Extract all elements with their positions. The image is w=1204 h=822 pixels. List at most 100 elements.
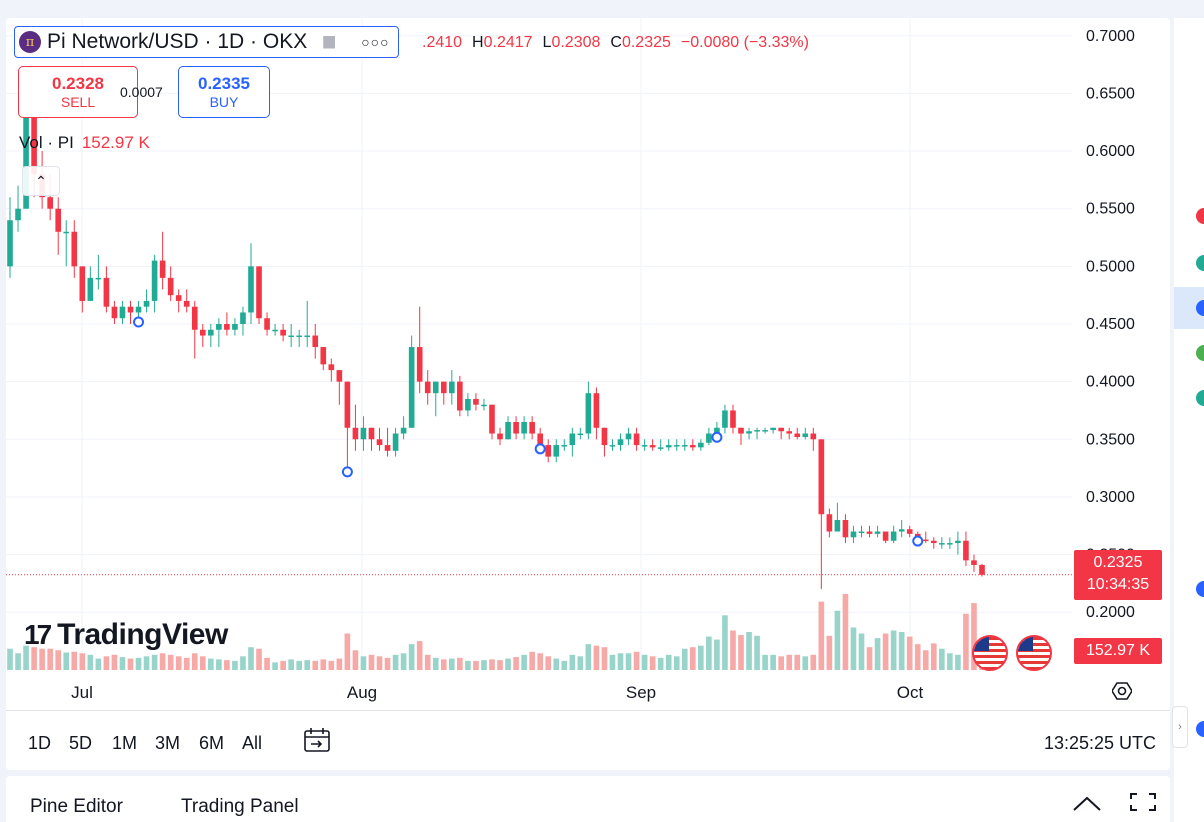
utc-clock[interactable]: 13:25:25 UTC xyxy=(1043,733,1156,753)
volume-bar xyxy=(561,660,568,670)
chart-canvas[interactable]: 0.7000 0.6500 0.6000 0.5500 0.5000 0.4500 0.40… xyxy=(6,18,1170,710)
volume-bar xyxy=(432,657,439,670)
candle-body xyxy=(922,539,929,542)
news-item-icon[interactable] xyxy=(1196,721,1204,737)
date-range-icon[interactable] xyxy=(304,727,330,753)
ohlc-values: .2410 H0.2417 L0.2308 C0.2325 −0.0080 (−… xyxy=(422,34,809,52)
volume-bar xyxy=(698,645,704,670)
volume-bar xyxy=(738,635,744,670)
range-5d-button[interactable]: 5D xyxy=(69,733,93,753)
candle-body xyxy=(127,306,134,313)
tradingview-logo[interactable]: 17 TradingView xyxy=(24,618,228,652)
volume-bar xyxy=(481,660,487,670)
candle-body xyxy=(240,312,246,324)
range-3m-button[interactable]: 3M xyxy=(155,733,181,753)
candle-body xyxy=(55,208,62,232)
maximize-icon[interactable] xyxy=(1128,790,1158,814)
sidebar-expand-handle[interactable]: › xyxy=(1172,706,1188,748)
volume-bar xyxy=(320,659,327,670)
candle-body xyxy=(191,306,198,330)
volume-bar xyxy=(882,633,889,670)
tab-pine-editor[interactable]: Pine Editor xyxy=(30,796,123,817)
us-flag-event-icon[interactable] xyxy=(1016,635,1052,671)
flag-icon[interactable] xyxy=(323,35,344,49)
candle-body xyxy=(714,427,720,434)
volume-bar xyxy=(191,653,198,670)
volume-bar xyxy=(545,656,552,670)
range-6m-button[interactable]: 6M xyxy=(199,733,225,753)
volume-value: 152.97 K xyxy=(81,133,150,152)
volume-bar xyxy=(746,632,752,670)
volume-tag: 152.97 K xyxy=(1074,638,1162,664)
y-tick-label: 0.6000 xyxy=(1086,143,1135,160)
candle-body xyxy=(754,430,760,432)
collapse-legend-button[interactable]: ⌃ xyxy=(22,166,60,196)
candle-body xyxy=(979,564,985,575)
candle-body xyxy=(657,447,664,449)
volume-bar xyxy=(240,656,246,670)
watchlist-item-icon[interactable] xyxy=(1196,345,1204,361)
buy-button[interactable]: 0.2335 BUY xyxy=(178,66,270,118)
candle-body xyxy=(199,329,206,336)
chart-settings-icon[interactable] xyxy=(1112,681,1132,701)
event-marker-icon xyxy=(534,443,546,455)
event-marker-icon xyxy=(341,466,353,478)
candle-body xyxy=(577,433,584,436)
ohlc-high: H0.2417 xyxy=(472,34,533,51)
candle-body xyxy=(296,335,303,338)
news-item-icon[interactable] xyxy=(1196,581,1204,597)
candle-body xyxy=(746,431,752,434)
us-flag-event-icon[interactable] xyxy=(972,635,1008,671)
volume-bar xyxy=(151,654,158,670)
volume-legend[interactable]: Vol · PI 152.97 K xyxy=(19,133,150,153)
more-options-icon[interactable]: ○○○ xyxy=(361,34,390,50)
candle-body xyxy=(722,410,728,428)
range-1d-button[interactable]: 1D xyxy=(28,733,52,753)
range-1m-button[interactable]: 1M xyxy=(112,733,138,753)
candle-body xyxy=(304,335,311,338)
candle-body xyxy=(866,531,873,534)
chart-panel[interactable]: 0.7000 0.6500 0.6000 0.5500 0.5000 0.4500 0.40… xyxy=(6,18,1170,770)
candle-body xyxy=(617,439,624,446)
candle-body xyxy=(955,540,961,544)
candle-body xyxy=(826,514,833,532)
symbol-title: Pi Network/USD · 1D · OKX xyxy=(47,30,308,53)
volume-bar xyxy=(400,653,407,670)
volume-bar xyxy=(609,654,616,670)
volume-bar xyxy=(465,660,471,670)
range-all-button[interactable]: All xyxy=(242,733,263,753)
watchlist-item-icon[interactable] xyxy=(1196,390,1204,406)
watchlist-item-icon[interactable] xyxy=(1196,255,1204,271)
watchlist-item-icon[interactable] xyxy=(1196,300,1204,316)
pi-network-logo-icon: π xyxy=(19,31,41,53)
chevron-up-icon: ⌃ xyxy=(35,172,47,189)
volume-bar xyxy=(939,648,945,670)
symbol-legend[interactable]: π Pi Network/USD · 1D · OKX ○○○ xyxy=(14,26,399,58)
candle-body xyxy=(183,300,190,307)
candle-body xyxy=(810,433,817,440)
candle-body xyxy=(449,381,455,394)
volume-bar xyxy=(304,660,311,670)
candle-body xyxy=(408,347,415,428)
volume-bar xyxy=(722,615,728,670)
y-tick-label: 0.6500 xyxy=(1086,85,1135,102)
candle-body xyxy=(216,324,222,330)
candle-body xyxy=(135,306,142,313)
candle-body xyxy=(505,422,511,440)
candle-body xyxy=(971,560,977,565)
volume-bar xyxy=(199,656,206,670)
candle-body xyxy=(23,116,29,209)
y-tick-label: 0.3000 xyxy=(1086,489,1135,506)
right-sidebar xyxy=(1174,18,1204,822)
volume-bar xyxy=(826,635,833,670)
candle-body xyxy=(87,277,94,301)
tab-trading-panel[interactable]: Trading Panel xyxy=(181,796,299,817)
candle-body xyxy=(481,404,487,407)
volume-bar xyxy=(71,651,78,670)
chevron-up-icon[interactable] xyxy=(1072,790,1102,814)
sell-button[interactable]: 0.2328 SELL xyxy=(18,66,138,118)
candle-body xyxy=(930,540,937,544)
candle-body xyxy=(689,445,696,448)
watchlist-item-icon[interactable] xyxy=(1196,208,1204,224)
last-price: 0.2325 xyxy=(1093,554,1143,571)
